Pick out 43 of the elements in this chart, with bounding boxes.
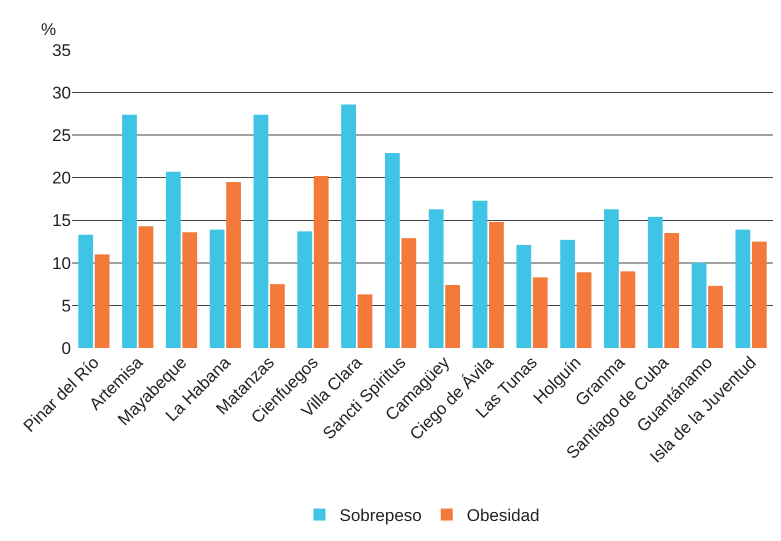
y-axis-title: % [41,20,56,39]
bar [620,271,636,348]
bar [384,153,400,348]
bar [254,114,268,348]
bar [560,240,576,348]
bar [516,244,532,348]
bar [314,176,329,348]
bar [445,284,460,348]
bar [138,226,154,348]
legend-label: Obesidad [466,506,540,526]
bar [664,233,680,348]
y-tick-label: 15 [52,211,71,230]
y-tick-label: 10 [52,254,71,273]
bar [576,272,592,348]
bar [226,182,241,348]
bar [692,262,706,348]
bar [122,114,137,348]
bar [341,104,356,348]
bar [648,216,663,348]
y-tick-label: 30 [52,84,71,103]
bar [735,230,750,348]
legend-label: Sobrepeso [340,506,422,526]
y-tick-label: 25 [52,126,71,146]
y-tick-label: 20 [52,168,71,188]
bar [94,254,110,348]
bar [358,294,372,348]
bar [532,277,548,348]
bar [401,238,416,348]
bar [489,222,504,348]
y-tick-label: 35 [52,40,71,60]
bar [78,234,94,348]
bar [604,209,619,348]
bar [210,230,225,348]
bar [182,232,198,348]
bar [472,200,488,348]
bar [708,286,723,348]
bar [166,172,181,348]
bar [270,284,285,348]
y-tick-label: 0 [62,338,71,358]
bar [428,209,444,348]
bar [752,242,767,348]
bar [297,231,312,348]
y-tick-label: 5 [62,296,71,316]
